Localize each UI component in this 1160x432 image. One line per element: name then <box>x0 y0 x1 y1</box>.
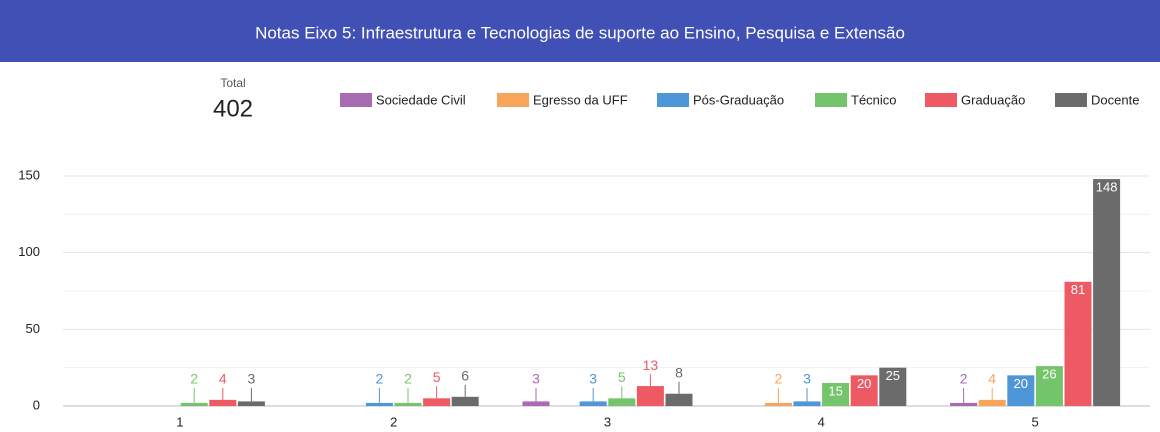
bar <box>822 383 850 406</box>
bar <box>209 399 237 406</box>
legend-swatch <box>1055 93 1087 107</box>
x-tick-label: 4 <box>818 414 825 429</box>
data-label: 4 <box>988 371 996 387</box>
total-label: Total <box>220 76 245 90</box>
y-tick-label: 150 <box>18 167 40 182</box>
legend-label: Pós-Graduação <box>693 92 784 107</box>
data-label: 26 <box>1042 367 1056 382</box>
bar <box>180 402 208 406</box>
data-label: 2 <box>376 371 384 387</box>
legend-swatch <box>925 93 957 107</box>
bar <box>1035 366 1063 406</box>
bar <box>579 401 607 406</box>
bar <box>365 402 393 406</box>
data-label: 15 <box>828 383 842 398</box>
data-label: 20 <box>857 376 871 391</box>
legend-swatch <box>497 93 529 107</box>
data-label: 2 <box>190 371 198 387</box>
data-label: 5 <box>433 369 441 385</box>
data-label: 8 <box>675 364 683 380</box>
data-label: 2 <box>960 371 968 387</box>
data-label: 13 <box>643 357 659 373</box>
data-label: 3 <box>248 371 256 387</box>
data-label: 6 <box>461 368 469 384</box>
legend-swatch <box>657 93 689 107</box>
bar <box>237 401 265 406</box>
data-label: 2 <box>404 371 412 387</box>
x-tick-label: 5 <box>1031 414 1038 429</box>
y-tick-label: 50 <box>26 321 40 336</box>
legend-swatch <box>815 93 847 107</box>
data-label: 2 <box>775 371 783 387</box>
bar <box>423 398 451 406</box>
y-tick-label: 0 <box>33 397 40 412</box>
bar <box>1007 375 1035 406</box>
legend-label: Docente <box>1091 92 1139 107</box>
chart-title: Notas Eixo 5: Infraestrutura e Tecnologi… <box>255 23 905 42</box>
total-value: 402 <box>213 95 253 122</box>
bar <box>850 375 878 406</box>
x-tick-label: 2 <box>390 414 397 429</box>
legend-label: Técnico <box>851 92 897 107</box>
data-label: 4 <box>219 371 227 387</box>
bar <box>1093 179 1121 406</box>
bar <box>1064 281 1092 406</box>
bar <box>793 401 821 406</box>
legend-label: Sociedade Civil <box>376 92 466 107</box>
data-label: 81 <box>1071 282 1085 297</box>
y-tick-label: 100 <box>18 244 40 259</box>
data-label: 5 <box>618 369 626 385</box>
bar <box>636 386 664 406</box>
bar <box>978 399 1006 406</box>
x-tick-label: 1 <box>176 414 183 429</box>
bar <box>451 396 479 406</box>
data-label: 148 <box>1096 180 1118 195</box>
bar <box>764 402 792 406</box>
data-label: 25 <box>886 368 900 383</box>
bar <box>522 401 550 406</box>
x-tick-label: 3 <box>604 414 611 429</box>
data-label: 3 <box>803 371 811 387</box>
data-label: 20 <box>1014 376 1028 391</box>
data-label: 3 <box>589 371 597 387</box>
bar <box>394 402 422 406</box>
bar <box>950 402 978 406</box>
bar <box>879 367 907 406</box>
legend-label: Graduação <box>961 92 1025 107</box>
legend-label: Egresso da UFF <box>533 92 628 107</box>
header-bar <box>0 0 1160 62</box>
bar <box>608 398 636 406</box>
data-label: 3 <box>532 371 540 387</box>
legend-swatch <box>340 93 372 107</box>
bar <box>665 393 693 406</box>
